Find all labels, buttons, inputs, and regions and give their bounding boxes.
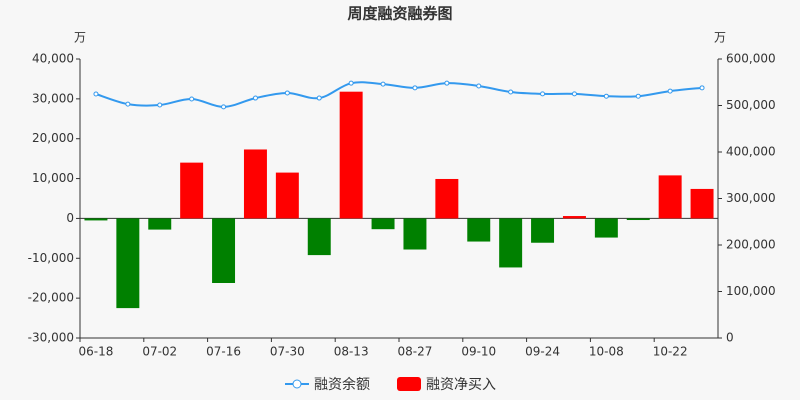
bar xyxy=(531,218,555,243)
bar xyxy=(658,175,682,219)
line-point xyxy=(412,85,418,91)
y2-tick-label: 200,000 xyxy=(726,238,776,252)
line-point xyxy=(508,89,514,95)
bar xyxy=(212,218,236,283)
x-tick-label: 10-08 xyxy=(589,345,624,359)
line-point xyxy=(93,91,99,97)
line-point xyxy=(667,88,673,94)
bar xyxy=(275,172,299,219)
y-tick-label: 10,000 xyxy=(32,171,74,185)
bar xyxy=(467,218,491,242)
y-tick-label: 30,000 xyxy=(32,91,74,105)
y-tick-label: 20,000 xyxy=(32,131,74,145)
line-point xyxy=(571,91,577,97)
legend-label: 融资净买入 xyxy=(426,377,496,393)
y-unit: 万 xyxy=(74,31,86,45)
line-point xyxy=(380,81,386,87)
bar xyxy=(371,218,395,230)
line-point xyxy=(252,95,258,101)
y-tick-label: 40,000 xyxy=(32,52,74,66)
bar xyxy=(403,218,427,250)
legend-swatch xyxy=(397,377,421,391)
bar xyxy=(339,91,363,219)
line-point xyxy=(603,93,609,99)
y2-tick-label: 500,000 xyxy=(726,98,776,112)
x-tick-label: 10-22 xyxy=(653,345,688,359)
line-point xyxy=(635,93,641,99)
x-tick-label: 07-02 xyxy=(142,345,177,359)
line-point xyxy=(284,90,290,96)
line-point xyxy=(699,85,705,91)
bar xyxy=(499,218,523,268)
line-point xyxy=(125,101,131,107)
line-point xyxy=(189,96,195,102)
line xyxy=(95,81,703,108)
bar xyxy=(562,216,586,219)
x-tick-label: 07-16 xyxy=(206,345,241,359)
bar xyxy=(84,218,108,221)
y-tick-label: -10,000 xyxy=(28,251,74,265)
line-point xyxy=(157,102,163,108)
x-tick-label: 06-18 xyxy=(79,345,114,359)
line-point xyxy=(316,95,322,101)
y-tick-label: -20,000 xyxy=(28,291,74,305)
x-tick-label: 09-10 xyxy=(461,345,496,359)
x-tick-label: 09-24 xyxy=(525,345,560,359)
line-point xyxy=(348,80,354,86)
bar xyxy=(690,188,714,219)
y2-tick-label: 0 xyxy=(726,331,734,345)
line-point xyxy=(221,104,227,110)
line-point xyxy=(540,91,546,97)
bar xyxy=(243,149,267,219)
y2-tick-label: 300,000 xyxy=(726,191,776,205)
bar xyxy=(116,218,140,309)
legend-label: 融资余额 xyxy=(314,376,370,393)
bar xyxy=(148,218,172,230)
bar xyxy=(180,162,204,219)
y-tick-label: -30,000 xyxy=(28,331,74,345)
legend-marker xyxy=(292,379,302,389)
line-point xyxy=(476,83,482,89)
x-tick-label: 08-13 xyxy=(334,345,369,359)
bar xyxy=(594,218,618,238)
bar xyxy=(435,178,459,219)
y2-tick-label: 100,000 xyxy=(726,284,776,298)
y2-tick-label: 400,000 xyxy=(726,145,776,159)
x-tick-label: 08-27 xyxy=(398,345,433,359)
y2-unit: 万 xyxy=(714,31,726,45)
line-point xyxy=(444,80,450,86)
bar xyxy=(307,218,331,256)
y2-tick-label: 600,000 xyxy=(726,52,776,66)
x-tick-label: 07-30 xyxy=(270,345,305,359)
chart-title: 周度融资融券图 xyxy=(347,5,452,23)
bar xyxy=(626,218,650,221)
y-tick-label: 0 xyxy=(66,211,74,225)
